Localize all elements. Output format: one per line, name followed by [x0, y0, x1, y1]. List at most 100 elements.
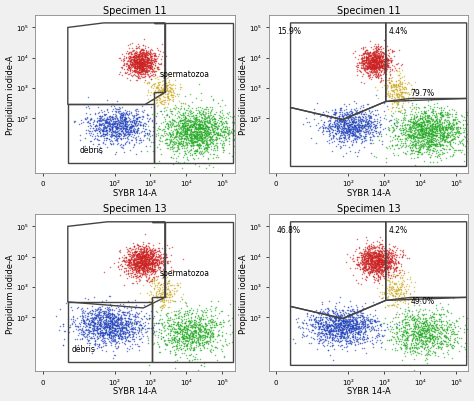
Point — [103, 129, 111, 136]
Point — [144, 261, 151, 267]
Point — [353, 127, 361, 133]
Point — [374, 57, 381, 64]
Point — [135, 259, 142, 265]
Point — [115, 322, 122, 329]
Point — [396, 269, 404, 275]
Point — [372, 59, 380, 65]
Point — [420, 134, 428, 141]
Point — [369, 267, 377, 273]
Point — [173, 129, 181, 135]
Point — [325, 124, 332, 130]
Point — [157, 260, 164, 266]
Point — [424, 327, 431, 334]
Point — [370, 59, 378, 65]
Point — [350, 124, 357, 130]
Point — [171, 136, 178, 142]
Point — [205, 115, 213, 122]
Point — [127, 63, 135, 69]
Point — [129, 63, 137, 70]
Point — [417, 124, 425, 130]
Point — [85, 324, 93, 330]
Point — [155, 260, 163, 266]
Point — [138, 256, 146, 262]
Point — [399, 126, 406, 132]
Point — [320, 326, 328, 332]
Point — [199, 324, 207, 331]
Point — [164, 254, 171, 261]
Point — [310, 324, 318, 330]
Point — [146, 80, 153, 87]
Point — [105, 120, 112, 126]
Point — [349, 130, 357, 137]
Point — [132, 68, 139, 75]
Point — [147, 58, 155, 64]
Point — [137, 247, 145, 254]
Point — [147, 296, 155, 302]
Point — [137, 63, 145, 69]
Point — [205, 115, 213, 121]
Point — [145, 256, 152, 263]
Point — [430, 113, 438, 119]
Point — [390, 150, 397, 157]
Point — [400, 99, 407, 105]
Point — [110, 321, 118, 327]
Point — [168, 143, 175, 150]
Point — [150, 65, 158, 72]
Point — [126, 60, 133, 66]
Point — [414, 134, 421, 141]
Point — [149, 266, 156, 272]
Point — [197, 122, 204, 129]
Point — [147, 254, 155, 261]
Point — [146, 57, 153, 63]
Point — [183, 132, 191, 138]
Point — [133, 53, 141, 60]
Point — [146, 260, 153, 267]
Point — [357, 46, 365, 52]
Point — [360, 260, 368, 266]
Point — [181, 129, 189, 136]
Point — [169, 336, 177, 342]
Point — [115, 119, 123, 125]
Point — [370, 52, 378, 58]
Point — [317, 320, 324, 327]
Point — [108, 108, 116, 114]
Point — [104, 117, 111, 123]
Point — [139, 60, 147, 66]
Point — [373, 59, 380, 66]
Point — [457, 130, 465, 137]
Point — [359, 259, 367, 265]
Point — [348, 119, 356, 126]
Point — [361, 63, 368, 69]
Point — [204, 112, 211, 119]
Point — [397, 87, 404, 93]
Point — [97, 130, 104, 136]
Point — [383, 87, 390, 93]
Point — [162, 128, 169, 135]
Point — [168, 340, 176, 346]
Point — [437, 324, 444, 330]
Point — [101, 118, 109, 125]
Point — [439, 306, 447, 312]
Point — [195, 150, 202, 156]
Point — [383, 265, 391, 271]
Point — [403, 349, 410, 355]
Point — [198, 342, 206, 348]
Point — [150, 52, 157, 59]
Point — [94, 305, 102, 312]
Point — [190, 323, 197, 329]
Point — [418, 132, 426, 138]
Point — [118, 320, 125, 326]
Point — [407, 125, 414, 132]
Point — [130, 129, 138, 135]
Point — [379, 66, 387, 72]
Point — [376, 257, 383, 264]
Point — [155, 261, 163, 268]
Point — [426, 139, 433, 145]
Point — [376, 261, 383, 267]
Point — [189, 333, 196, 340]
Point — [417, 135, 425, 141]
Point — [336, 322, 344, 328]
Point — [118, 117, 125, 123]
Point — [366, 50, 374, 56]
Point — [128, 254, 135, 260]
